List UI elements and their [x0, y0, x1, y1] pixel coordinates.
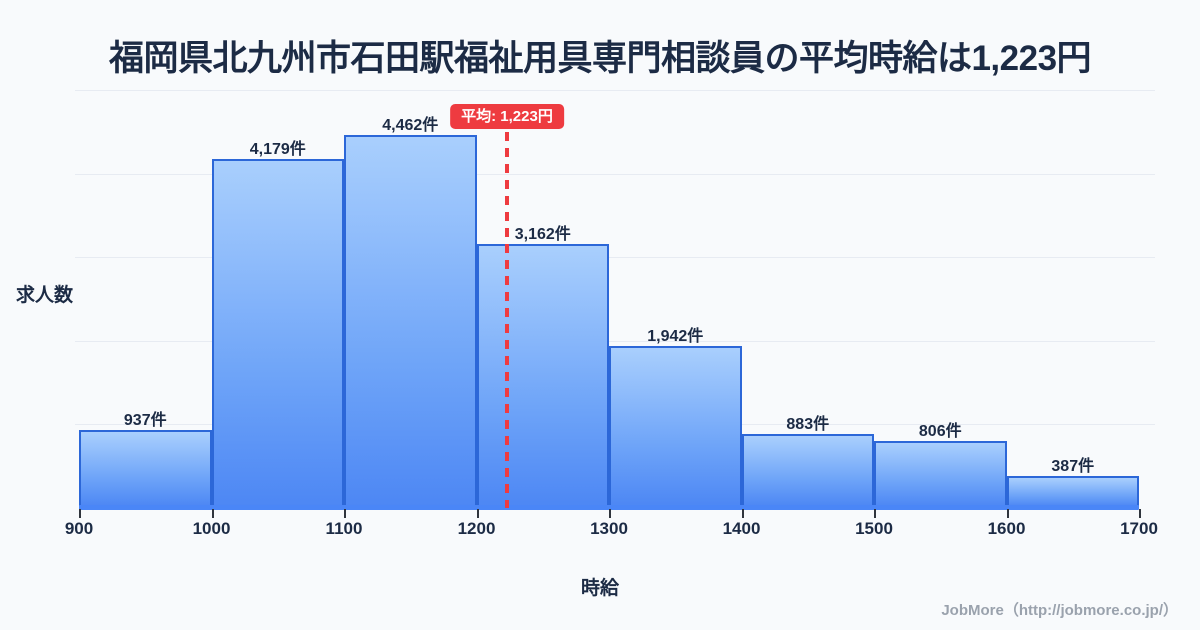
- histogram-bar: [741, 434, 874, 508]
- bar-value-label: 4,179件: [249, 140, 306, 158]
- page-title: 福岡県北九州市石田駅福祉用具専門相談員の平均時給は1,223円: [108, 39, 1092, 78]
- histogram-bar: [874, 440, 1007, 508]
- x-axis-line: [79, 505, 1139, 510]
- histogram-bar: [609, 345, 742, 508]
- histogram-bar: [79, 429, 212, 508]
- x-axis-tick-label: 1400: [722, 519, 761, 538]
- x-axis-tick-label: 1600: [987, 519, 1026, 538]
- footer-credit: JobMore（http://jobmore.co.jp/）: [941, 602, 1178, 619]
- bar-value-label: 4,462件: [382, 116, 439, 134]
- x-axis-tick: [741, 509, 744, 518]
- x-axis-tick: [476, 509, 479, 518]
- x-axis-tick-label: 1100: [325, 519, 363, 538]
- histogram-bar: [476, 243, 609, 508]
- bar-value-label: 806件: [918, 422, 962, 440]
- x-axis-tick: [1006, 509, 1009, 518]
- bar-value-label: 1,942件: [647, 327, 704, 345]
- histogram-bar: [344, 134, 477, 508]
- x-axis-tick: [79, 509, 81, 518]
- average-line: [504, 132, 509, 508]
- x-axis-tick-label: 900: [64, 519, 94, 538]
- x-axis-tick-label: 1300: [590, 519, 628, 538]
- bar-value-label: 937件: [123, 411, 167, 429]
- histogram-bar: [1006, 475, 1139, 508]
- x-axis-tick-label: 1500: [855, 519, 893, 538]
- x-axis-tick: [211, 509, 214, 518]
- x-axis-tick-label: 1000: [192, 519, 231, 538]
- gridline: [75, 90, 1155, 91]
- gridline: [75, 173, 1155, 175]
- x-axis-tick-label: 1700: [1120, 519, 1158, 538]
- x-axis-tick-label: 1200: [457, 519, 496, 538]
- x-axis-title: 時給: [580, 578, 619, 599]
- y-axis-title: 求人数: [16, 285, 74, 306]
- gridline: [75, 257, 1155, 259]
- x-axis-tick: [874, 509, 876, 518]
- gridline: [75, 340, 1155, 342]
- histogram-bar: [211, 158, 344, 508]
- bar-value-label: 883件: [786, 416, 830, 434]
- bar-value-label: 3,162件: [514, 225, 571, 243]
- bar-value-label: 387件: [1051, 457, 1095, 475]
- average-badge: 平均: 1,223円: [450, 104, 564, 129]
- x-axis-tick: [1139, 509, 1141, 518]
- x-axis-tick: [609, 509, 611, 518]
- x-axis-tick: [344, 509, 346, 518]
